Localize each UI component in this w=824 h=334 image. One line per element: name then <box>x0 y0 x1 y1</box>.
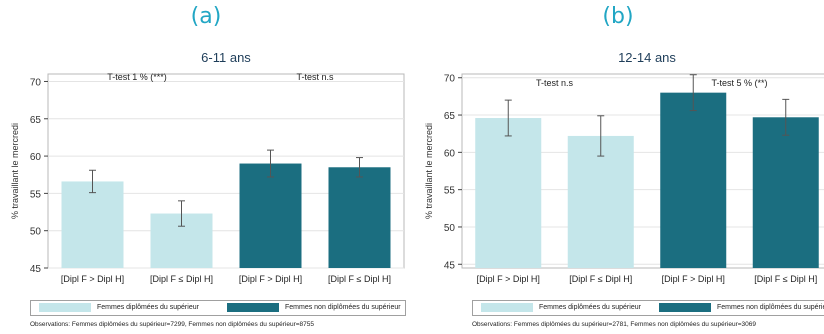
plot-frame <box>461 73 824 269</box>
x-tick-label: [Dipl F > Dipl H] <box>239 274 302 284</box>
bar-chart-6-11: 6-11 ans 45 50 55 60 65 70 % travaillant le mer… <box>10 50 405 284</box>
y-axis-label: % travaillant le mercredi <box>10 123 20 219</box>
bar <box>61 181 124 268</box>
x-tick-label: [Dipl F > Dipl H] <box>477 274 540 284</box>
legend-swatch-light <box>481 303 533 312</box>
bar <box>752 117 819 269</box>
bar <box>567 135 634 268</box>
y-tick-label: 50 <box>444 223 456 234</box>
y-tick-label: 50 <box>30 227 42 238</box>
x-tick-label: [Dipl F > Dipl H] <box>61 274 124 284</box>
x-tick-label: [Dipl F ≤ Dipl H] <box>328 274 391 284</box>
legend: Femmes diplômées du supérieur Femmes non… <box>472 300 824 316</box>
observations-note: Observations: Femmes diplômées du supéri… <box>30 321 314 328</box>
legend-label: Femmes non diplômées du supérieur <box>285 304 401 311</box>
ttest-annotation: T-test 5 % (**) <box>711 78 767 88</box>
chart-title: 6-11 ans <box>201 50 251 65</box>
bar <box>660 92 727 269</box>
y-tick-label: 55 <box>30 189 42 200</box>
chart-title: 12-14 ans <box>618 50 676 65</box>
chart-panel-b: (b) 12-14 ans 45 50 55 60 65 70 % travaillant l… <box>412 0 824 334</box>
bar <box>239 163 302 268</box>
legend-swatch-light <box>39 303 91 312</box>
chart-panel-a: (a) 6-11 ans 45 50 55 60 65 70 % travaillant le… <box>10 4 406 328</box>
x-tick-label: [Dipl F > Dipl H] <box>662 274 725 284</box>
y-tick-label: 65 <box>444 111 456 122</box>
bar <box>328 167 391 268</box>
bar-chart-12-14: 12-14 ans 45 50 55 60 65 70 % travaillant le me… <box>424 50 824 284</box>
legend-swatch-dark <box>227 303 279 312</box>
legend-swatch-dark <box>659 303 711 312</box>
y-tick-label: 70 <box>444 74 456 85</box>
y-tick-label: 65 <box>30 115 42 126</box>
y-tick-label: 70 <box>30 77 42 88</box>
ttest-annotation: T-test n.s <box>296 72 334 82</box>
x-tick-label: [Dipl F ≤ Dipl H] <box>150 274 213 284</box>
ttest-annotation: T-test n.s <box>536 78 574 88</box>
y-tick-label: 45 <box>30 264 42 275</box>
y-axis-label: % travaillant le mercredi <box>424 123 434 219</box>
panel-label: (b) <box>602 4 634 29</box>
legend-label: Femmes diplômées du supérieur <box>97 304 199 311</box>
ttest-annotation: T-test 1 % (***) <box>107 72 167 82</box>
panel-label: (a) <box>190 4 222 29</box>
legend-label: Femmes non diplômées du supérieur <box>717 304 824 311</box>
y-tick-label: 60 <box>444 148 456 159</box>
y-tick-label: 55 <box>444 186 456 197</box>
y-tick-label: 60 <box>30 152 42 163</box>
x-tick-label: [Dipl F ≤ Dipl H] <box>754 274 817 284</box>
y-tick-label: 45 <box>444 260 456 271</box>
x-tick-label: [Dipl F ≤ Dipl H] <box>569 274 632 284</box>
observations-note: Observations: Femmes diplômées du supéri… <box>472 321 756 328</box>
legend: Femmes diplômées du supérieur Femmes non… <box>30 300 406 316</box>
legend-label: Femmes diplômées du supérieur <box>539 304 641 311</box>
bar <box>475 118 542 269</box>
